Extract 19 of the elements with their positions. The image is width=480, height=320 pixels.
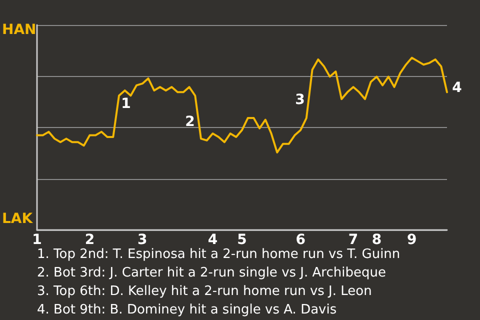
x-tick-label: 9 xyxy=(406,232,417,248)
text: 3. Top 6th: D. Kelley hit a 2-run home run vs J. Leon xyxy=(37,284,372,299)
x-tick-label: 6 xyxy=(296,232,306,248)
text: 4 xyxy=(452,80,462,96)
text: LAK xyxy=(2,211,34,227)
x-tick-label: 3 xyxy=(138,232,148,248)
annotation: 1 xyxy=(121,96,131,112)
text: 4. Bot 9th: B. Dominey hit a single vs A. Davis xyxy=(37,302,337,318)
text: 2. Bot 3rd: J. Carter hit a 2-run single vs J. Archibeque xyxy=(37,266,386,280)
text: 1. Top 2nd: T. Espinosa hit a 2-run home run vs T. Guinn xyxy=(37,247,400,262)
x-tick-label: 1 xyxy=(32,232,42,248)
text: HAN xyxy=(2,22,36,38)
x-tick-label: 8 xyxy=(372,232,382,248)
x-tick-label: 7 xyxy=(348,232,358,248)
x-tick-label: 4 xyxy=(208,232,218,248)
x-tick-label: 5 xyxy=(237,232,247,248)
annotation: 2 xyxy=(185,114,195,130)
annotation: 3 xyxy=(295,92,305,108)
x-tick-label: 2 xyxy=(84,232,95,248)
